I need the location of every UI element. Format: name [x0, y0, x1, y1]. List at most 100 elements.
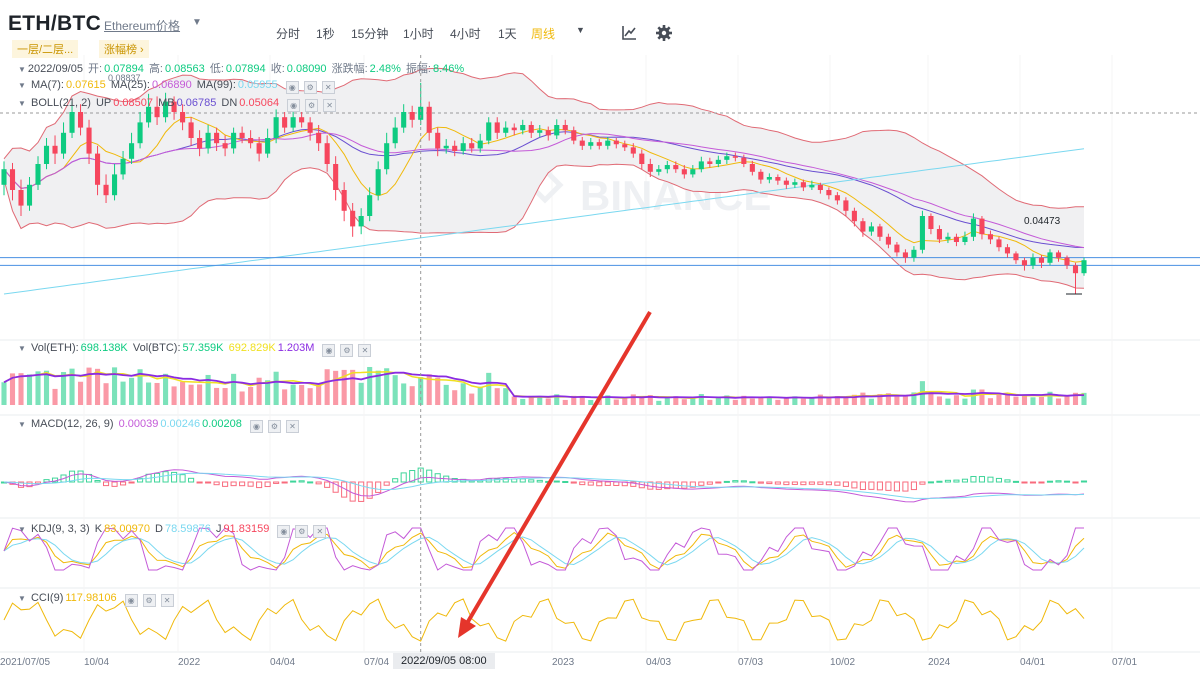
macd-histogram-bar [188, 477, 195, 483]
collapse-icon[interactable]: ▼ [18, 525, 26, 534]
macd-histogram-bar [1072, 481, 1079, 484]
candle-body [409, 112, 415, 120]
macd-histogram-bar [290, 480, 297, 483]
candle-body [43, 145, 50, 164]
collapse-icon[interactable]: ▼ [18, 65, 26, 74]
volume-bar [639, 396, 645, 405]
settings-icon[interactable]: ⚙ [303, 81, 317, 94]
candle-body [324, 143, 330, 164]
volume-bar [443, 384, 449, 405]
tab-5[interactable]: 1天 [498, 27, 517, 41]
settings-icon[interactable]: ⚙ [305, 99, 319, 112]
candle-body [741, 157, 747, 164]
chevron-down-icon[interactable]: ▼ [192, 17, 202, 28]
candle-body [817, 184, 823, 190]
macd-histogram-bar [205, 481, 212, 484]
candle-body [452, 145, 458, 151]
macd-histogram-bar [596, 481, 603, 487]
macd-histogram-bar [179, 474, 186, 483]
tab-3[interactable]: 1小时 [403, 27, 434, 41]
macd-histogram-bar [1046, 480, 1054, 483]
settings-icon[interactable]: ⚙ [142, 594, 156, 607]
annotation-arrow-head [458, 617, 476, 638]
kdj-d-line [3, 536, 1085, 566]
x-tick-label: 07/03 [738, 657, 764, 668]
close-icon[interactable]: ✕ [358, 344, 372, 357]
candle-body [928, 216, 934, 229]
macd-histogram-bar [298, 480, 305, 483]
volume-bar [1055, 398, 1062, 405]
close-icon[interactable]: ✕ [313, 525, 327, 538]
macd-histogram-bar [1012, 480, 1020, 483]
candle-body [154, 106, 160, 118]
collapse-icon[interactable]: ▼ [18, 81, 26, 90]
candle-body [1047, 252, 1053, 263]
tag-gainers[interactable]: 涨幅榜 › [99, 40, 149, 58]
collapse-icon[interactable]: ▼ [18, 420, 26, 429]
close-icon[interactable]: ✕ [323, 99, 337, 112]
macd-histogram-bar [222, 481, 229, 487]
candle-body [94, 153, 101, 185]
macd-histogram-bar [451, 478, 458, 483]
close-icon[interactable]: ✕ [321, 81, 335, 94]
volume-bar [256, 377, 262, 405]
volume-bar [324, 369, 330, 405]
candle-body [163, 101, 169, 118]
candle-body [1038, 257, 1045, 263]
volume-bar [375, 370, 381, 405]
candle-body [1, 169, 7, 185]
tab-2[interactable]: 15分钟 [351, 27, 389, 41]
settings-icon[interactable]: ⚙ [295, 525, 309, 538]
kdj-legend: ▼ KDJ(9, 3, 3) K 83.00970 D 78.59876 J 91.8… [18, 523, 328, 538]
volume-bar [494, 388, 500, 405]
collapse-icon[interactable]: ▼ [18, 99, 26, 108]
x-tick-label: 10/02 [830, 657, 856, 668]
macd-histogram-bar [944, 479, 951, 483]
eye-icon[interactable]: ◉ [322, 344, 336, 357]
volume-bar [129, 377, 135, 405]
candle-body [545, 130, 551, 136]
candle-body [953, 236, 959, 242]
volume-bar [554, 394, 560, 405]
volume-bar [545, 398, 551, 405]
macd-legend: ▼ MACD(12, 26, 9) 0.00039 0.00246 0.00208 … [18, 418, 301, 433]
macd-histogram-bar [808, 481, 815, 485]
collapse-icon[interactable]: ▼ [18, 344, 26, 353]
close-icon[interactable]: ✕ [285, 420, 299, 433]
volume-bar [409, 386, 415, 405]
eye-icon[interactable]: ◉ [124, 594, 138, 607]
tab-4[interactable]: 4小时 [450, 27, 481, 41]
volume-bar [171, 386, 177, 405]
eye-icon[interactable]: ◉ [277, 525, 291, 538]
volume-bar [1004, 393, 1011, 405]
eye-icon[interactable]: ◉ [249, 420, 263, 433]
candle-body [911, 249, 917, 258]
volume-bar [902, 396, 908, 405]
tab-0[interactable]: 分时 [276, 27, 301, 41]
tab-6[interactable]: 周线 [531, 27, 556, 41]
tab-1[interactable]: 1秒 [316, 27, 335, 41]
macd-histogram-bar [324, 481, 331, 488]
tag-layer[interactable]: 一层/二层... [12, 40, 79, 58]
candle-body [197, 138, 203, 149]
candle-body [460, 143, 466, 151]
settings-icon[interactable]: ⚙ [340, 344, 354, 357]
candle-body [171, 101, 177, 112]
volume-bar [911, 392, 917, 405]
macd-histogram-bar [264, 481, 271, 488]
settings-icon[interactable]: ⚙ [267, 420, 281, 433]
gear-icon[interactable] [655, 24, 673, 42]
close-icon[interactable]: ✕ [160, 594, 174, 607]
pair-name-link[interactable]: Ethereum价格 [104, 19, 181, 33]
candle-body [146, 106, 152, 123]
macd-histogram-bar [409, 470, 416, 483]
candle-body [86, 127, 92, 154]
volume-bar [486, 372, 492, 405]
eye-icon[interactable]: ◉ [285, 81, 299, 94]
eye-icon[interactable]: ◉ [287, 99, 301, 112]
collapse-icon[interactable]: ▼ [18, 594, 26, 603]
chevron-down-icon[interactable]: ▼ [576, 25, 585, 35]
macd-histogram-bar [613, 481, 620, 486]
chart-indicator-icon[interactable] [620, 24, 638, 42]
